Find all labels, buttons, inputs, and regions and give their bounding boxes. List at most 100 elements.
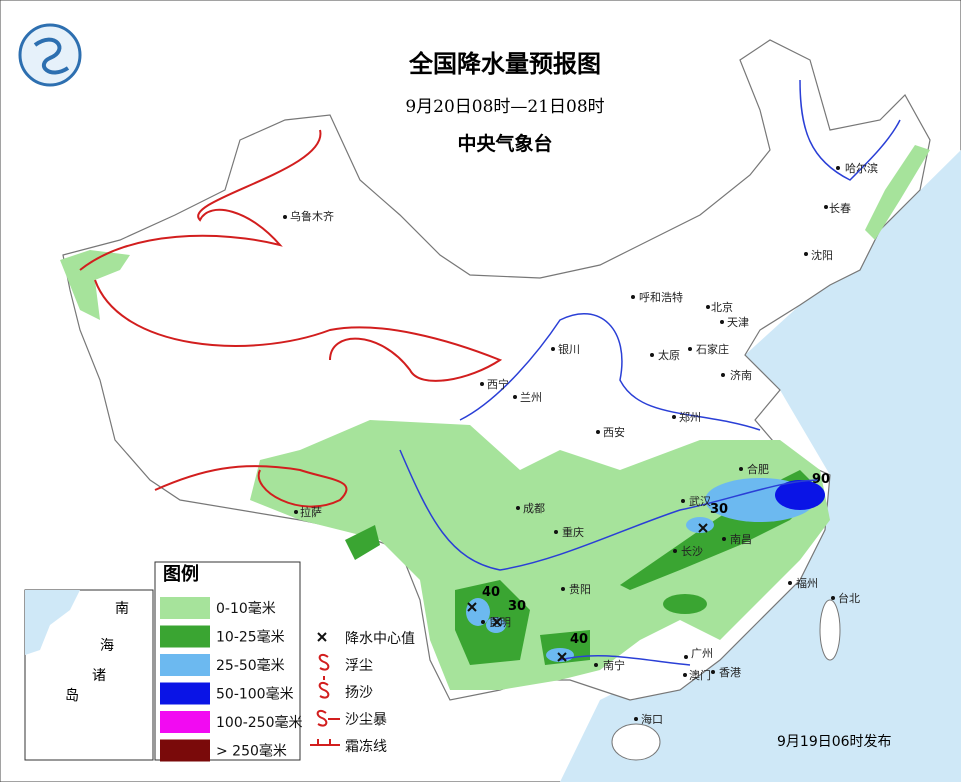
- inset-land: [25, 590, 80, 655]
- city-label: 福州: [796, 576, 818, 590]
- rain-storm: [775, 480, 825, 510]
- legend-symbol-label: 浮尘: [345, 658, 373, 674]
- city-dot: [722, 537, 726, 541]
- legend-symbols: [310, 632, 340, 746]
- rain-heavy: [486, 617, 506, 633]
- city-dot: [673, 549, 677, 553]
- city-dot: [294, 510, 298, 514]
- city-dot: [683, 673, 687, 677]
- center-cross: [698, 523, 708, 533]
- city-label: 海口: [641, 712, 663, 726]
- city-label: 天津: [727, 316, 749, 329]
- inset-label: 南: [115, 601, 129, 617]
- city-label: 哈尔滨: [845, 161, 878, 175]
- rain-moderate: [345, 525, 380, 560]
- city-dot: [688, 347, 692, 351]
- city-dot: [681, 499, 685, 503]
- legend-label: 0-10毫米: [216, 600, 276, 617]
- legend-swatch: [160, 739, 210, 762]
- city-dot: [596, 430, 600, 434]
- logo: [18, 23, 82, 87]
- legend-swatch: [160, 711, 210, 733]
- issuer: 中央气象台: [457, 132, 552, 155]
- city-label: 合肥: [747, 462, 769, 476]
- city-dot: [516, 506, 520, 510]
- title: 全国降水量预报图: [408, 50, 601, 78]
- city-label: 石家庄: [696, 342, 729, 356]
- city-dot: [561, 587, 565, 591]
- city-label: 乌鲁木齐: [290, 209, 334, 223]
- city-dot: [684, 655, 688, 659]
- city-dot: [711, 670, 715, 674]
- legend-swatch: [160, 682, 210, 705]
- city-dot: [721, 373, 725, 377]
- city-dot: [831, 596, 835, 600]
- city-label: 西安: [603, 425, 625, 439]
- city-label: 郑州: [679, 410, 701, 424]
- legend-swatch: [160, 625, 210, 648]
- city-label: 长春: [829, 202, 851, 215]
- city-label: 沈阳: [811, 248, 833, 262]
- issued: 9月19日06时发布: [777, 734, 892, 750]
- center-cross: [492, 617, 502, 627]
- city-dot: [720, 320, 724, 324]
- city-label: 西宁: [487, 377, 509, 391]
- legend-swatch: [160, 597, 210, 619]
- center-value: 30: [710, 502, 728, 517]
- sea: [560, 150, 961, 782]
- legend-symbol-label: 沙尘暴: [345, 712, 387, 728]
- city-dot: [480, 382, 484, 386]
- center-cross: [557, 652, 567, 662]
- city-label: 香港: [719, 666, 741, 679]
- city-dot: [554, 530, 558, 534]
- city-label: 澳门: [689, 668, 711, 682]
- city-dot: [788, 581, 792, 585]
- city-label: 太原: [658, 349, 680, 362]
- city-label: 长沙: [681, 545, 703, 558]
- city-label: 重庆: [562, 525, 584, 539]
- city-dot: [631, 295, 635, 299]
- city-label: 呼和浩特: [639, 290, 683, 304]
- city-dot: [836, 166, 840, 170]
- city-label: 北京: [711, 300, 733, 314]
- city-dot: [804, 252, 808, 256]
- center-value: 90: [812, 472, 830, 487]
- city-label: 武汉: [689, 495, 711, 508]
- frost-lines: [79, 129, 503, 508]
- legend-symbol-label: 降水中心值: [345, 631, 415, 647]
- city-label: 南宁: [603, 658, 625, 672]
- rivers: [399, 79, 901, 666]
- city-dot: [551, 347, 555, 351]
- city-label: 广州: [691, 647, 713, 660]
- city-dot: [706, 305, 710, 309]
- taiwan: [819, 599, 841, 661]
- inset-label: 岛: [65, 688, 79, 704]
- city-dot: [650, 353, 654, 357]
- legend-symbol-label: 霜冻线: [345, 738, 387, 755]
- hainan: [611, 723, 661, 761]
- center-value: 40: [570, 632, 588, 647]
- city-dot: [739, 467, 743, 471]
- inset-label: 海: [100, 638, 114, 654]
- city-label: 成都: [523, 502, 545, 515]
- center-value: 40: [482, 585, 500, 600]
- city-label: 台北: [838, 591, 860, 605]
- city-dot: [824, 205, 828, 209]
- city-dot: [634, 717, 638, 721]
- city-dot: [672, 415, 676, 419]
- logo-mark: [33, 37, 70, 75]
- city-label: 南昌: [730, 533, 752, 546]
- legend-title: 图例: [163, 563, 199, 585]
- city-dot: [594, 663, 598, 667]
- legend-label: 50-100毫米: [216, 686, 294, 703]
- legend-symbol-label: 扬沙: [345, 685, 373, 701]
- center-cross: [467, 602, 477, 612]
- rain-heavy: [466, 598, 490, 626]
- legend-label: > 250毫米: [216, 743, 287, 760]
- city-dot: [481, 620, 485, 624]
- legend-label: 100-250毫米: [216, 714, 303, 731]
- rain-light: [865, 145, 930, 240]
- rain-light: [60, 250, 130, 320]
- legend-label: 10-25毫米: [216, 629, 285, 646]
